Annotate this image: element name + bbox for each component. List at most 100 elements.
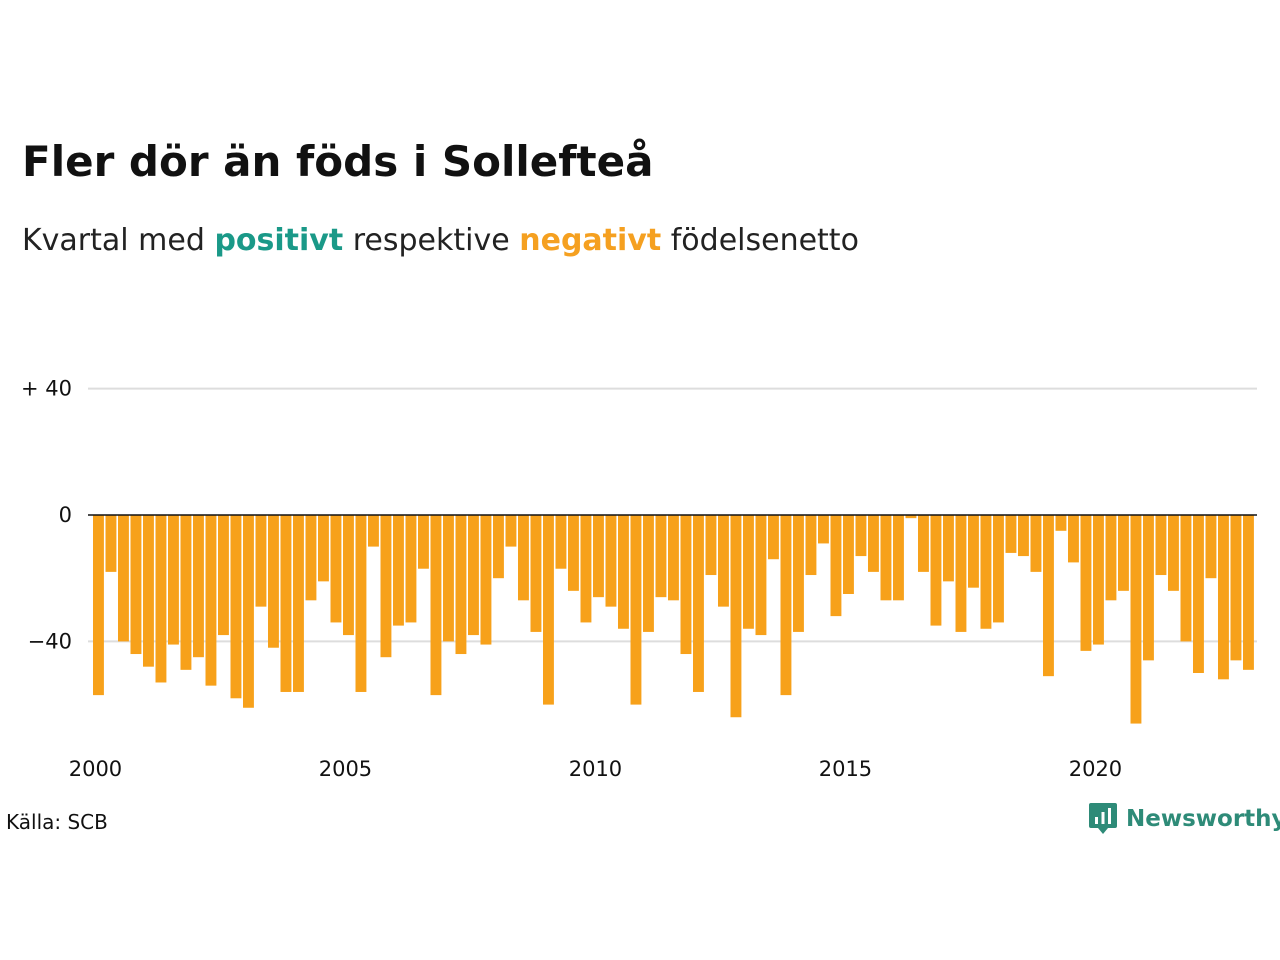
subtitle-negative-word: negativt — [519, 223, 662, 258]
bar — [105, 515, 117, 572]
bar — [1068, 515, 1079, 563]
subtitle-prefix: Kvartal med — [22, 223, 205, 258]
bar — [243, 515, 254, 708]
subtitle-suffix: födelsenetto — [670, 223, 859, 258]
bar — [168, 515, 179, 645]
bar — [355, 515, 367, 692]
newsworthy-logo-icon — [1089, 803, 1117, 834]
bar — [1130, 515, 1142, 724]
bar — [530, 515, 542, 632]
bar-chart: + 40 0 −40 2000 2005 2010 2015 2020 — [21, 377, 1257, 781]
brand-name: Newsworthy — [1126, 806, 1280, 832]
bar — [380, 515, 392, 658]
chart-title: Fler dör än föds i Sollefteå — [22, 137, 654, 186]
bar — [455, 515, 467, 655]
bar — [955, 515, 967, 632]
bar — [1168, 515, 1179, 591]
bar — [755, 515, 767, 636]
x-tick-label: 2020 — [1069, 757, 1122, 781]
bar — [793, 515, 804, 632]
bar — [618, 515, 629, 629]
bar — [593, 515, 604, 598]
bar — [280, 515, 292, 692]
bar — [905, 515, 917, 519]
bar — [143, 515, 154, 667]
bar — [255, 515, 267, 607]
bar — [505, 515, 517, 547]
bar — [655, 515, 667, 598]
bar — [518, 515, 529, 601]
subtitle-positive-word: positivt — [214, 223, 344, 258]
bar — [868, 515, 879, 572]
bar — [1143, 515, 1154, 661]
bar — [568, 515, 579, 591]
x-tick-label: 2010 — [569, 757, 622, 781]
bar — [680, 515, 692, 655]
bar — [605, 515, 617, 607]
bar — [1230, 515, 1242, 661]
bar — [730, 515, 742, 718]
y-tick-label: −40 — [28, 629, 72, 653]
bar — [855, 515, 867, 557]
y-tick-label: 0 — [59, 503, 72, 527]
axis-labels: + 40 0 −40 2000 2005 2010 2015 2020 — [21, 377, 1257, 781]
bar — [643, 515, 654, 632]
bar — [718, 515, 729, 607]
bar — [1005, 515, 1017, 553]
bar — [343, 515, 354, 636]
bar — [118, 515, 129, 642]
bar — [1180, 515, 1192, 642]
x-tick-label: 2000 — [69, 757, 122, 781]
bar — [830, 515, 842, 617]
bar — [305, 515, 317, 601]
bar — [330, 515, 342, 623]
bar — [193, 515, 204, 658]
source-credit: Källa: SCB — [6, 810, 108, 834]
bar — [693, 515, 704, 692]
bar — [480, 515, 492, 645]
bar — [155, 515, 167, 683]
bar — [1105, 515, 1117, 601]
bar — [443, 515, 454, 642]
bar — [1055, 515, 1067, 531]
chart-subtitle: Kvartal med positivt respektive negativt… — [22, 220, 859, 262]
bar — [418, 515, 429, 569]
bar — [668, 515, 679, 601]
bar — [318, 515, 329, 582]
bar — [555, 515, 567, 569]
bar — [368, 515, 379, 547]
y-tick-label: + 40 — [21, 377, 72, 401]
bar — [780, 515, 792, 696]
bar — [1205, 515, 1217, 579]
bars — [93, 515, 1254, 724]
bar — [543, 515, 554, 705]
bar — [630, 515, 642, 705]
bar — [1218, 515, 1229, 680]
bar — [1193, 515, 1204, 673]
bar — [1030, 515, 1042, 572]
bar — [130, 515, 142, 655]
bar — [743, 515, 754, 629]
bar — [430, 515, 442, 696]
bar — [768, 515, 779, 560]
subtitle-middle: respektive — [352, 223, 510, 258]
bar — [218, 515, 229, 636]
bar — [843, 515, 854, 594]
bar — [1243, 515, 1254, 670]
bar — [1018, 515, 1029, 557]
bar — [993, 515, 1004, 623]
bar — [493, 515, 504, 579]
bar — [93, 515, 104, 696]
bar — [268, 515, 279, 648]
bar — [205, 515, 217, 686]
x-tick-label: 2015 — [819, 757, 872, 781]
bar — [293, 515, 304, 692]
bar — [1080, 515, 1092, 651]
brand-logo[interactable]: Newsworthy — [1088, 802, 1280, 836]
bar — [580, 515, 592, 623]
bar — [1118, 515, 1129, 591]
bar — [818, 515, 829, 544]
bar — [405, 515, 417, 623]
bar — [1155, 515, 1167, 576]
bar — [180, 515, 192, 670]
